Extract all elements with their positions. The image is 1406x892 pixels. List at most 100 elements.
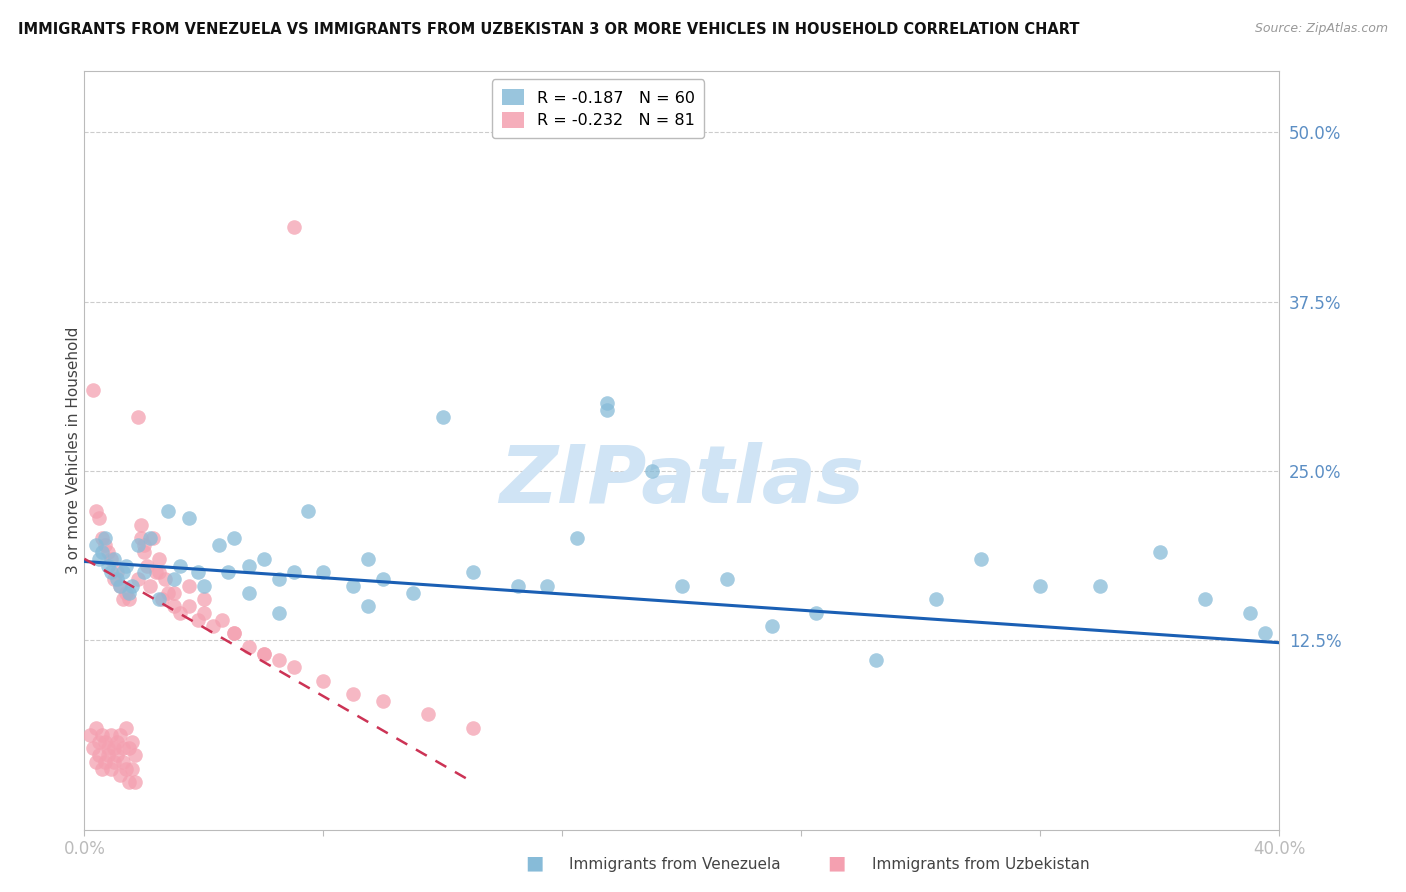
Point bbox=[127, 538, 149, 552]
Point bbox=[115, 762, 138, 776]
Point bbox=[238, 558, 260, 573]
Point bbox=[139, 579, 162, 593]
Point bbox=[1149, 545, 1171, 559]
Point bbox=[342, 579, 364, 593]
Point bbox=[187, 566, 209, 580]
Point bbox=[115, 721, 138, 735]
Point bbox=[94, 532, 117, 546]
Point bbox=[132, 538, 156, 552]
Point bbox=[86, 538, 108, 552]
Point bbox=[148, 566, 170, 580]
Point bbox=[86, 721, 108, 735]
Point bbox=[157, 504, 180, 518]
Point bbox=[91, 532, 114, 546]
Point bbox=[97, 741, 120, 756]
Point bbox=[112, 755, 135, 769]
Point bbox=[169, 606, 191, 620]
Point bbox=[121, 762, 143, 776]
Point bbox=[1029, 579, 1052, 593]
Point bbox=[145, 566, 167, 580]
Point bbox=[79, 728, 101, 742]
Point bbox=[91, 728, 114, 742]
Point bbox=[82, 741, 104, 756]
Point bbox=[342, 687, 364, 701]
Point bbox=[596, 396, 619, 410]
Point bbox=[253, 551, 276, 566]
Point bbox=[761, 619, 783, 633]
Point bbox=[94, 734, 117, 748]
Point bbox=[100, 762, 122, 776]
Point bbox=[115, 585, 138, 599]
Point bbox=[148, 592, 170, 607]
Point bbox=[163, 599, 186, 614]
Point bbox=[89, 551, 111, 566]
Point bbox=[105, 566, 128, 580]
Point bbox=[432, 409, 454, 424]
Point bbox=[222, 532, 245, 546]
Point bbox=[312, 673, 335, 688]
Point bbox=[163, 572, 186, 586]
Point bbox=[357, 599, 380, 614]
Point bbox=[150, 592, 173, 607]
Point bbox=[110, 579, 132, 593]
Point bbox=[89, 734, 111, 748]
Point bbox=[177, 579, 200, 593]
Point bbox=[129, 517, 152, 532]
Point bbox=[100, 728, 122, 742]
Point bbox=[283, 660, 305, 674]
Point bbox=[193, 592, 215, 607]
Point bbox=[716, 572, 738, 586]
Point bbox=[806, 606, 828, 620]
Point bbox=[89, 748, 111, 763]
Point bbox=[461, 566, 484, 580]
Point bbox=[373, 572, 395, 586]
Point bbox=[118, 741, 141, 756]
Point bbox=[373, 694, 395, 708]
Point bbox=[222, 626, 245, 640]
Point bbox=[89, 511, 111, 525]
Point bbox=[970, 551, 993, 566]
Point bbox=[110, 579, 132, 593]
Point bbox=[127, 572, 149, 586]
Point bbox=[132, 545, 156, 559]
Point bbox=[238, 585, 260, 599]
Point bbox=[283, 566, 305, 580]
Point bbox=[506, 579, 529, 593]
Text: IMMIGRANTS FROM VENEZUELA VS IMMIGRANTS FROM UZBEKISTAN 3 OR MORE VEHICLES IN HO: IMMIGRANTS FROM VENEZUELA VS IMMIGRANTS … bbox=[18, 22, 1080, 37]
Point bbox=[110, 728, 132, 742]
Point bbox=[297, 504, 319, 518]
Point bbox=[136, 558, 159, 573]
Point bbox=[177, 511, 200, 525]
Point bbox=[129, 532, 152, 546]
Point bbox=[139, 532, 162, 546]
Point bbox=[82, 383, 104, 397]
Point bbox=[118, 585, 141, 599]
Point bbox=[536, 579, 558, 593]
Text: Source: ZipAtlas.com: Source: ZipAtlas.com bbox=[1254, 22, 1388, 36]
Text: ZIPatlas: ZIPatlas bbox=[499, 442, 865, 520]
Point bbox=[157, 585, 180, 599]
Point bbox=[91, 762, 114, 776]
Point bbox=[148, 551, 170, 566]
Point bbox=[112, 566, 135, 580]
Point bbox=[238, 640, 260, 654]
Point bbox=[142, 532, 165, 546]
Point bbox=[163, 585, 186, 599]
Point bbox=[112, 592, 135, 607]
Point bbox=[201, 619, 224, 633]
Point bbox=[217, 566, 239, 580]
Point bbox=[112, 741, 135, 756]
Point bbox=[118, 775, 141, 789]
Point bbox=[97, 558, 120, 573]
Text: Immigrants from Uzbekistan: Immigrants from Uzbekistan bbox=[872, 857, 1090, 872]
Text: ■: ■ bbox=[524, 854, 544, 872]
Point bbox=[312, 566, 335, 580]
Point bbox=[124, 748, 146, 763]
Point bbox=[153, 572, 176, 586]
Point bbox=[103, 572, 125, 586]
Point bbox=[211, 613, 233, 627]
Point bbox=[86, 755, 108, 769]
Point bbox=[641, 464, 664, 478]
Point bbox=[402, 585, 425, 599]
Point bbox=[132, 566, 156, 580]
